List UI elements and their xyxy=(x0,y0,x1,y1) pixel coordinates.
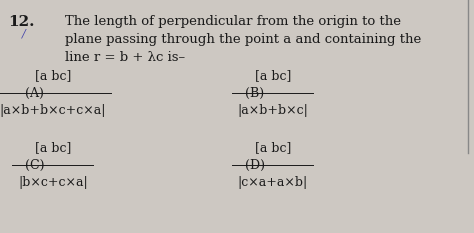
Text: |a×b+b×c+c×a|: |a×b+b×c+c×a| xyxy=(0,104,106,117)
Text: (D): (D) xyxy=(245,158,265,171)
Text: 12.: 12. xyxy=(8,15,35,29)
Text: (A): (A) xyxy=(25,86,44,99)
Text: /: / xyxy=(22,29,26,39)
Text: [a bc]: [a bc] xyxy=(35,69,71,82)
Text: |c×a+a×b|: |c×a+a×b| xyxy=(238,176,308,189)
Text: [a bc]: [a bc] xyxy=(255,141,291,154)
Text: line r = b + λc is–: line r = b + λc is– xyxy=(65,51,185,64)
Text: The length of perpendicular from the origin to the: The length of perpendicular from the ori… xyxy=(65,15,401,28)
Text: plane passing through the point a and containing the: plane passing through the point a and co… xyxy=(65,33,421,46)
Text: [a bc]: [a bc] xyxy=(35,141,71,154)
Text: (C): (C) xyxy=(25,158,45,171)
Text: (B): (B) xyxy=(245,86,264,99)
Text: |b×c+c×a|: |b×c+c×a| xyxy=(18,176,88,189)
Text: |a×b+b×c|: |a×b+b×c| xyxy=(237,104,309,117)
Text: [a bc]: [a bc] xyxy=(255,69,291,82)
